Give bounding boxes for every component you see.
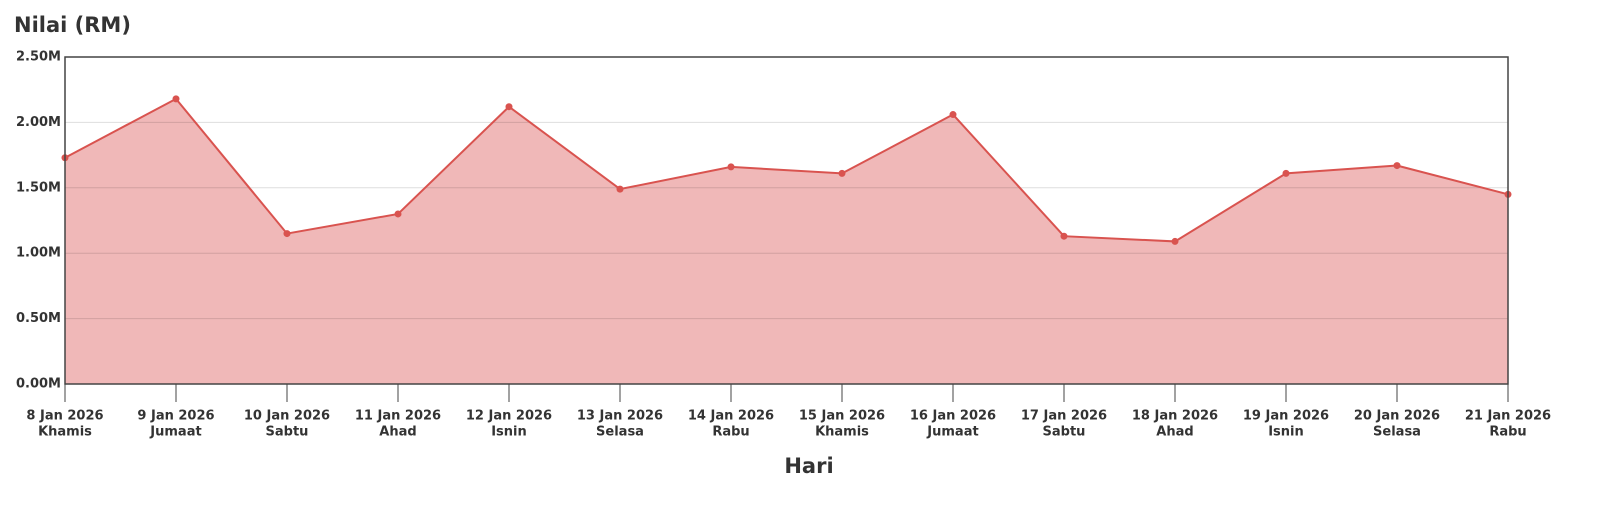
line <box>64 97 1509 243</box>
x-tick-sublabel: Ahad <box>379 425 416 440</box>
x-tick-label: 8 Jan 2026 <box>26 409 103 424</box>
plot-frame <box>64 56 1509 385</box>
x-tick-sublabel: Rabu <box>1489 425 1526 440</box>
y-tick-label: 0.50M <box>16 311 61 326</box>
x-tick-sublabel: Sabtu <box>1043 425 1086 440</box>
chart-title: Nilai (RM) <box>14 13 131 37</box>
y-tick-label: 1.00M <box>16 246 61 261</box>
y-tick-label: 1.50M <box>16 180 61 195</box>
x-tick-sublabel: Selasa <box>596 425 644 440</box>
x-tick-sublabel: Sabtu <box>266 425 309 440</box>
point <box>172 95 180 103</box>
x-tick-label: 16 Jan 2026 <box>910 409 996 424</box>
x-tick-sublabel: Rabu <box>712 425 749 440</box>
area <box>65 98 1508 384</box>
x-tick-sublabel: Jumaat <box>926 425 978 440</box>
y-tick-label: 2.50M <box>16 50 61 65</box>
point <box>394 210 402 218</box>
x-tick-label: 13 Jan 2026 <box>577 409 663 424</box>
x-tick-sublabel: Isnin <box>491 425 527 440</box>
x-tick-sublabel: Selasa <box>1373 425 1421 440</box>
x-tick-label: 21 Jan 2026 <box>1465 409 1551 424</box>
x-tick-sublabel: Jumaat <box>149 425 201 440</box>
point <box>505 103 513 111</box>
point <box>949 111 957 119</box>
point <box>283 230 291 238</box>
x-tick-label: 17 Jan 2026 <box>1021 409 1107 424</box>
y-tick-label: 2.00M <box>16 115 61 130</box>
x-tick-label: 20 Jan 2026 <box>1354 409 1440 424</box>
x-tick-sublabel: Khamis <box>38 425 92 440</box>
x-tick-sublabel: Isnin <box>1268 425 1304 440</box>
point <box>1060 232 1068 240</box>
y-tick-label: 0.00M <box>16 377 61 392</box>
x-tick-label: 14 Jan 2026 <box>688 409 774 424</box>
x-tick-label: 12 Jan 2026 <box>466 409 552 424</box>
x-tick-label: 9 Jan 2026 <box>137 409 214 424</box>
point <box>616 185 624 193</box>
point <box>1393 162 1401 170</box>
x-axis-label: Hari <box>784 454 833 478</box>
point <box>727 163 735 171</box>
x-tick-label: 10 Jan 2026 <box>244 409 330 424</box>
point <box>1171 237 1179 245</box>
point <box>1282 169 1290 177</box>
point <box>838 169 846 177</box>
x-tick-label: 19 Jan 2026 <box>1243 409 1329 424</box>
x-tick-label: 15 Jan 2026 <box>799 409 885 424</box>
x-tick-label: 18 Jan 2026 <box>1132 409 1218 424</box>
x-tick-label: 11 Jan 2026 <box>355 409 441 424</box>
x-tick-sublabel: Khamis <box>815 425 869 440</box>
x-tick-sublabel: Ahad <box>1156 425 1193 440</box>
